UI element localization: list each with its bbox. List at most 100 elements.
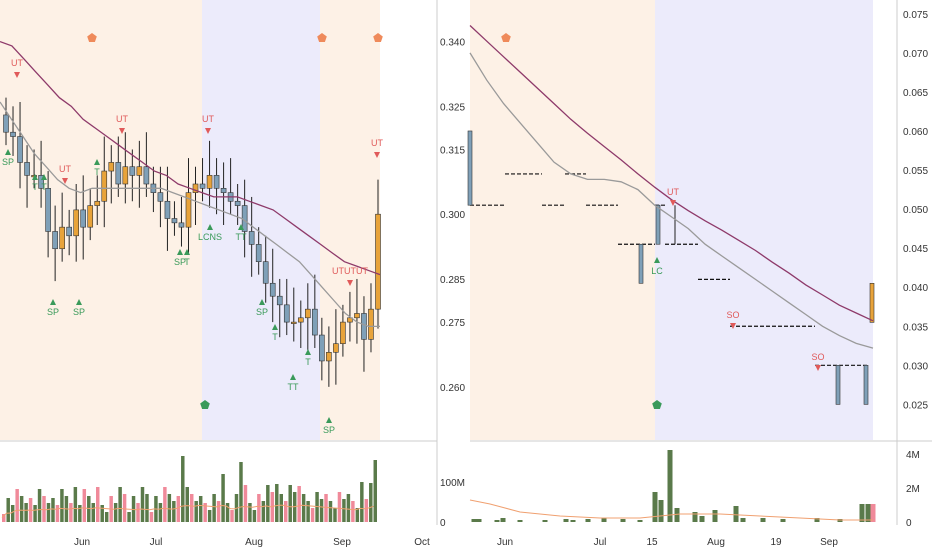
pentagon-marker-icon — [373, 33, 383, 42]
x-tick-label: Aug — [245, 537, 263, 548]
volume-bar — [500, 518, 506, 522]
sell-marker-icon — [815, 365, 821, 371]
y-tick-label: 0.050 — [903, 205, 928, 216]
volume-bar — [471, 519, 477, 522]
volume-bar — [328, 501, 333, 522]
volume-bar — [131, 496, 136, 522]
y-tick-label: 0.275 — [440, 318, 465, 329]
candle-body — [129, 166, 136, 176]
candle-body — [276, 295, 283, 306]
volume-bar — [149, 512, 154, 522]
annotation-label: T — [32, 182, 38, 192]
left-pane-band-1 — [0, 0, 202, 440]
candle-body — [192, 183, 199, 193]
candle-body — [108, 162, 115, 172]
buy-marker-icon — [5, 149, 11, 155]
left-volume-plot — [1, 456, 377, 522]
pentagon-marker-icon — [200, 400, 210, 409]
candle-body — [638, 243, 644, 284]
volume-bar — [257, 494, 261, 522]
volume-bar — [55, 505, 60, 522]
volume-bar — [136, 503, 140, 522]
volume-bar — [51, 498, 55, 522]
volume-bar — [216, 501, 221, 522]
candle-body — [319, 334, 325, 362]
buy-marker-icon — [41, 174, 47, 180]
candle-body — [17, 136, 23, 163]
volume-bar — [127, 512, 131, 522]
volume-bar — [60, 489, 64, 522]
volume-bar — [351, 501, 355, 522]
candle-body — [255, 244, 262, 262]
candle-body — [164, 200, 171, 219]
candle-body — [94, 200, 101, 206]
buy-marker-icon — [184, 249, 190, 255]
candle-body — [340, 321, 346, 344]
volume-bar — [167, 494, 172, 522]
volume-ma-line — [469, 499, 873, 521]
y-tick-label: 0.300 — [440, 210, 465, 221]
volume-bar — [176, 496, 181, 522]
candle-body — [333, 343, 339, 353]
volume-bar — [252, 510, 257, 522]
candle-body — [171, 218, 178, 224]
volume-bar — [42, 496, 46, 522]
volume-bar — [814, 518, 820, 522]
candle-body — [297, 317, 304, 323]
ma-fast-line — [0, 101, 380, 328]
x-tick-label: Aug — [707, 537, 725, 548]
volume-bar — [333, 508, 337, 522]
buy-marker-icon — [305, 349, 311, 355]
buy-marker-icon — [272, 324, 278, 330]
annotation-label: T — [272, 332, 278, 342]
volume-bar — [620, 519, 626, 522]
volume-bar — [181, 456, 185, 522]
volume-tick-label: 2M — [906, 484, 920, 495]
volume-bar — [73, 487, 78, 522]
volume-bar — [91, 503, 95, 522]
volume-bar — [570, 520, 576, 522]
x-tick-label: Sep — [820, 537, 838, 548]
x-tick-label: Jul — [594, 537, 607, 548]
volume-bar — [19, 496, 24, 522]
candle-body — [269, 282, 276, 297]
volume-bar — [780, 519, 786, 522]
candle-body — [115, 162, 122, 185]
annotation-label: SP — [174, 257, 186, 267]
candle-body — [368, 308, 374, 340]
annotation-label: T — [305, 357, 311, 367]
volume-bar — [373, 460, 377, 522]
volume-bar — [324, 494, 328, 522]
x-tick-label: 15 — [646, 537, 658, 548]
volume-bar — [637, 520, 643, 522]
annotation-label: LC — [651, 266, 663, 276]
volume-bar — [225, 503, 230, 522]
volume-tick-label: 0 — [440, 518, 446, 529]
pentagon-marker-icon — [317, 33, 327, 42]
volume-bar — [355, 508, 360, 522]
volume-bar — [113, 503, 118, 522]
volume-bar — [230, 510, 234, 522]
left-x-axis: Jun Jul Aug Sep Oct — [74, 537, 430, 548]
annotation-label: SP — [323, 425, 335, 435]
volume-bar — [78, 505, 82, 522]
volume-bar — [2, 514, 6, 522]
ma-fast-line — [469, 52, 874, 349]
volume-bar — [601, 518, 607, 522]
volume-bar — [346, 494, 351, 522]
candle-body — [157, 192, 164, 202]
annotation-label: UT — [202, 114, 214, 124]
ma-slow-line — [0, 40, 381, 276]
y-tick-label: 0.045 — [903, 244, 928, 255]
sell-marker-icon — [730, 323, 736, 329]
volume-bar — [306, 501, 310, 522]
volume-bar — [6, 498, 10, 522]
y-tick-label: 0.260 — [440, 383, 465, 394]
volume-bar — [185, 487, 189, 522]
y-tick-label: 0.035 — [903, 322, 928, 333]
buy-marker-icon — [238, 224, 244, 230]
buy-marker-icon — [207, 224, 213, 230]
volume-bar — [360, 482, 364, 522]
candle-body — [10, 131, 16, 137]
